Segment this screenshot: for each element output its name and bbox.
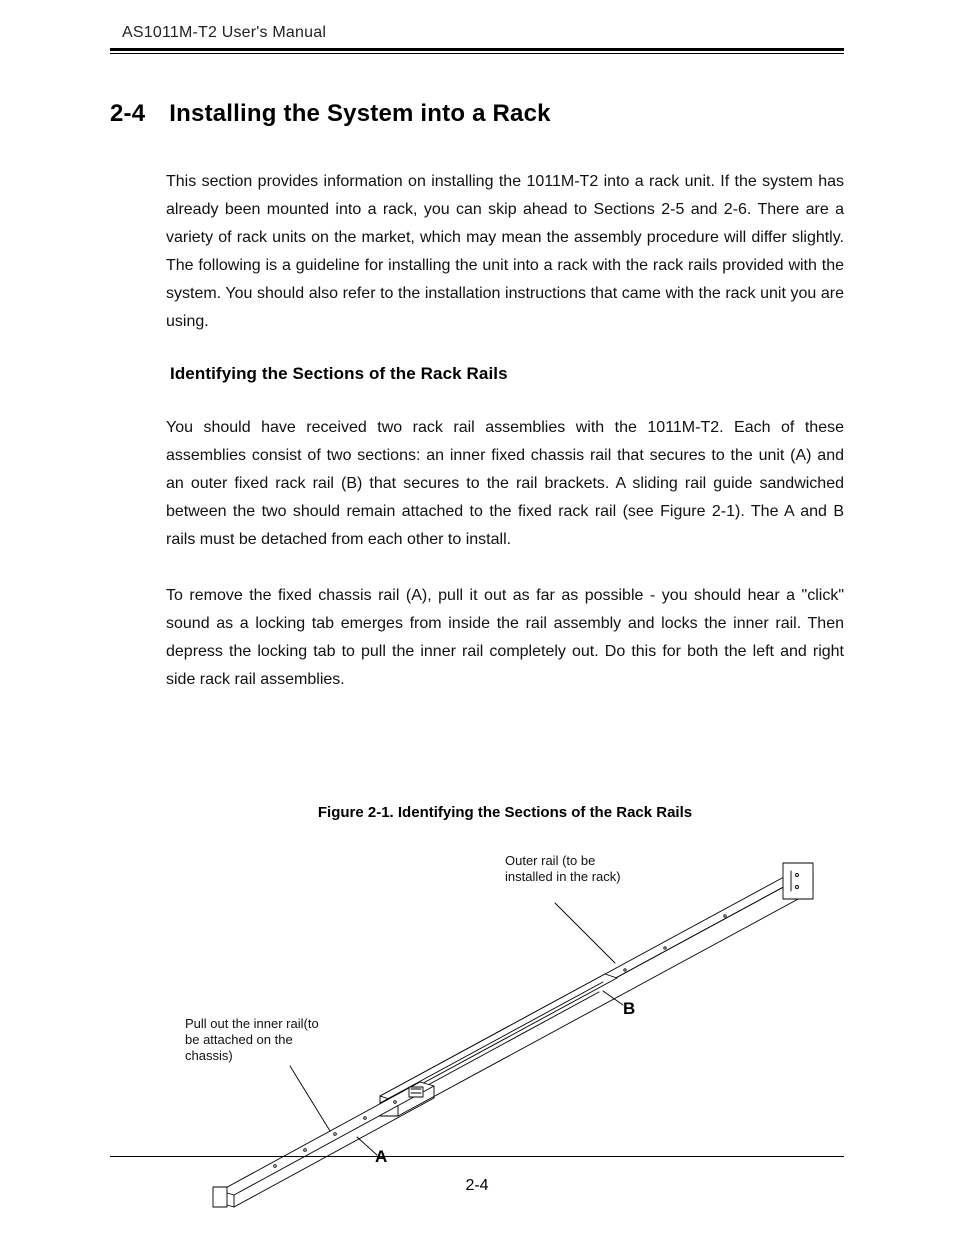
footer-rule — [110, 1156, 844, 1157]
subheading: Identifying the Sections of the Rack Rai… — [170, 364, 844, 384]
paragraph-2: You should have received two rack rail a… — [166, 414, 844, 554]
page-number: 2-4 — [0, 1177, 954, 1195]
section-title: 2-4 Installing the System into a Rack — [110, 100, 844, 128]
header-rule — [110, 48, 844, 54]
section-title-text: Installing the System into a Rack — [169, 100, 550, 127]
page-container: AS1011M-T2 User's Manual 2-4 Installing t… — [0, 0, 954, 1235]
figure-caption: Figure 2-1. Identifying the Sections of … — [166, 804, 844, 821]
paragraph-3: To remove the fixed chassis rail (A), pu… — [166, 582, 844, 694]
figure-box: Outer rail (to be installed in the rack)… — [185, 841, 825, 1221]
running-head: AS1011M-T2 User's Manual — [110, 24, 844, 48]
body-text: This section provides information on ins… — [166, 168, 844, 1221]
section-number: 2-4 — [110, 100, 145, 128]
rack-rail-diagram — [185, 841, 825, 1221]
intro-paragraph: This section provides information on ins… — [166, 168, 844, 336]
